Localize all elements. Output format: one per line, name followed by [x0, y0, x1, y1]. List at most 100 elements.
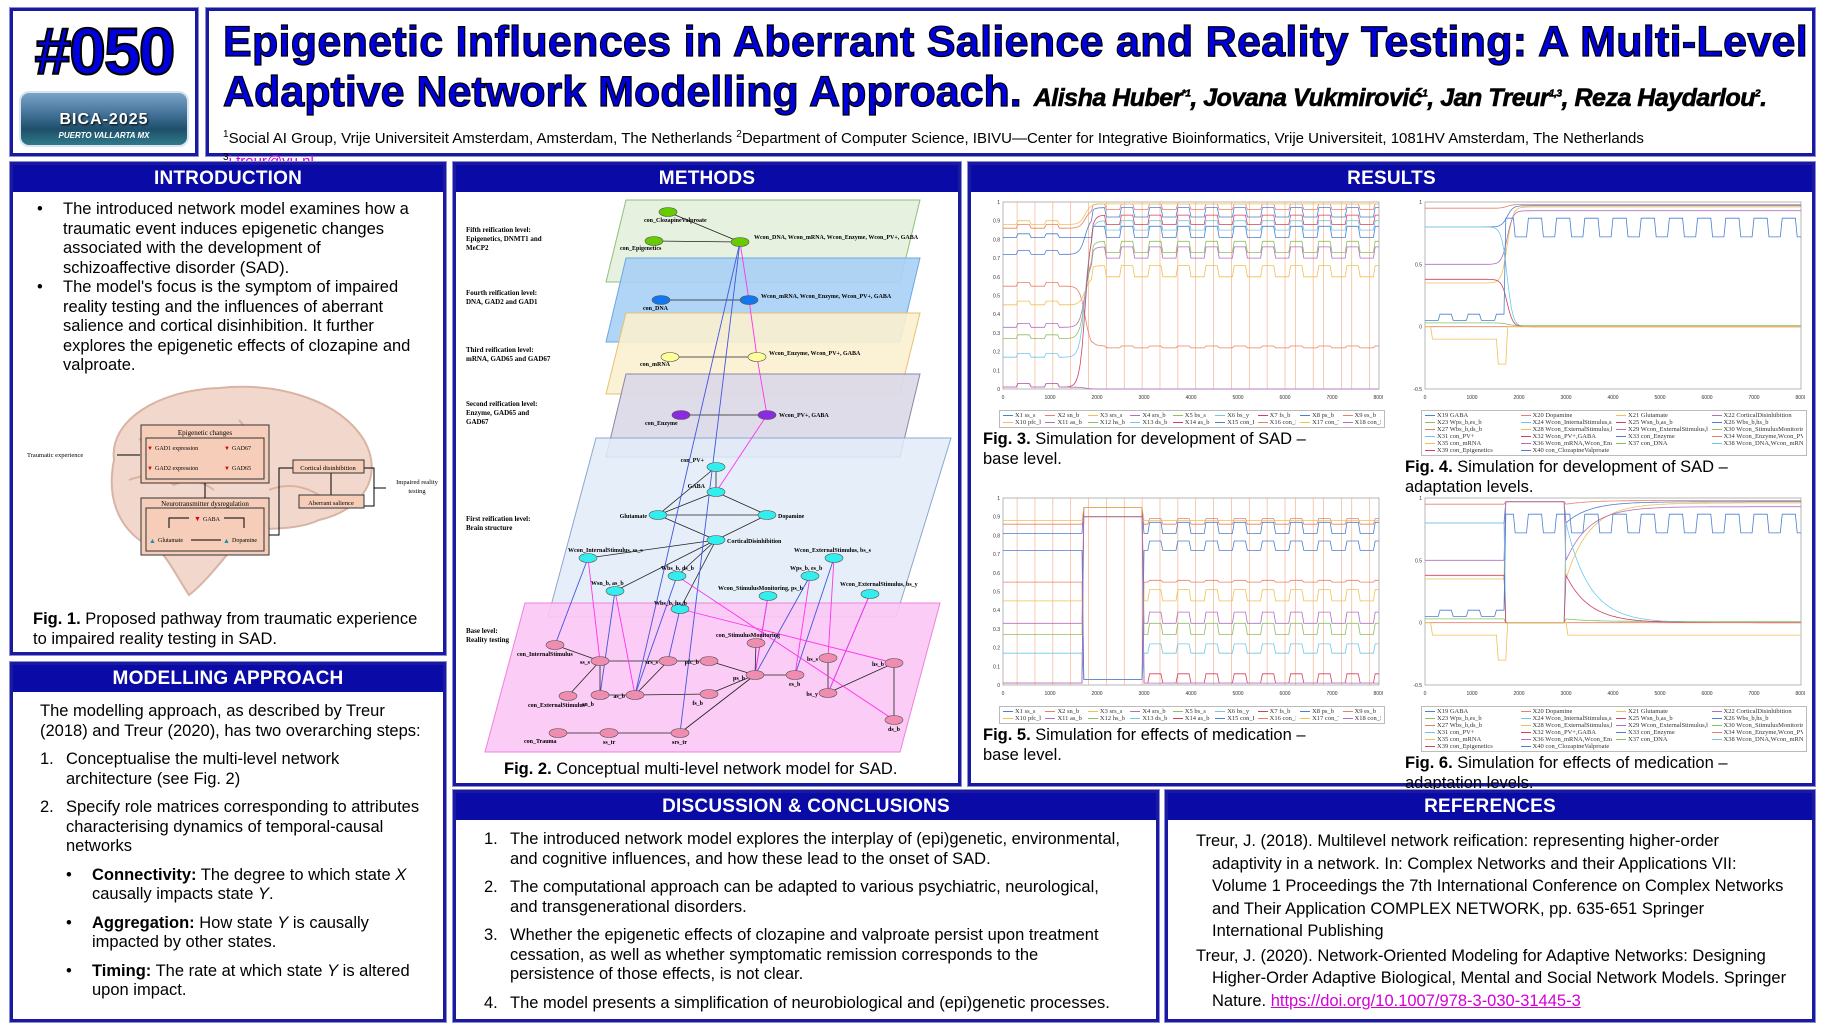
legend-swatch: [1003, 422, 1013, 424]
series-line: [1003, 540, 1379, 680]
y-tick-label: 0.6: [993, 571, 1000, 577]
legend-label: X9 es_b: [1354, 412, 1377, 419]
network-edge: [715, 514, 768, 541]
x-tick-label: 4000: [1185, 395, 1196, 401]
list-item: Timing: The rate at which state Y is alt…: [66, 962, 423, 1001]
network-node: [558, 691, 578, 701]
y-tick-label: 0.3: [993, 627, 1000, 633]
legend-entry: X9 es_b: [1342, 412, 1381, 419]
x-tick-label: 1000: [1466, 691, 1477, 697]
y-tick-label: 1: [1419, 496, 1422, 502]
poster-number-logo: #050 BICA-2025 PUERTO VALLARTA MX: [10, 8, 198, 156]
author-sup: 1,3: [1549, 88, 1563, 100]
legend-label: X15 con_ExternalStimulus: [1227, 419, 1253, 426]
legend-entry: X25 Wsn_b,as_b: [1616, 715, 1708, 722]
legend-entry: X35 con_mRNA: [1425, 440, 1517, 447]
network-edge: [754, 575, 811, 676]
legend-swatch: [1520, 732, 1531, 734]
legend-swatch: [1616, 711, 1626, 713]
legend-swatch: [1045, 422, 1056, 424]
multi-level-network-diagram: Fifth reification level:Epigenetics, DNM…: [466, 199, 952, 753]
epigenetic-changes-label: Epigenetic changes: [178, 429, 233, 437]
legend-swatch: [1215, 718, 1226, 720]
legend-entry: X27 Wbs_b,ds_b: [1425, 722, 1517, 729]
legend-entry: X6 bs_y: [1215, 412, 1253, 419]
legend-entry: X13 ds_b: [1130, 419, 1168, 426]
x-tick-label: 3000: [1138, 691, 1149, 697]
legend-swatch: [1130, 415, 1141, 417]
item-text: The model presents a simplification of n…: [510, 993, 1110, 1012]
legend-swatch: [1711, 732, 1722, 734]
legend-entry: X11 as_b: [1045, 715, 1083, 722]
x-tick-label: 4000: [1607, 395, 1618, 401]
attribute-text: is altered upon impact.: [92, 961, 410, 1000]
legend-label: X10 pfc_b: [1015, 419, 1042, 426]
network-node: [667, 571, 687, 581]
step-text: Specify role matrices corresponding to a…: [66, 798, 420, 855]
reference-item: Treur, J. (2020). Network-Oriented Model…: [1196, 945, 1790, 1013]
poster-title-line2-text: Adaptive Network Modelling Approach.: [222, 67, 1022, 116]
legend-label: X21 Glutamate: [1628, 708, 1668, 715]
legend-label: X16 con_InternalStimulus: [1269, 419, 1297, 426]
legend-label: X20 Dopamine: [1532, 708, 1573, 715]
legend-entry: X37 con_DNA: [1616, 736, 1708, 743]
attribute-text: causally impacts state: [92, 885, 258, 903]
node-label: Wbs_b, ds_b: [661, 566, 695, 572]
y-tick-label: 0.6: [993, 275, 1000, 281]
network-node: [671, 410, 691, 420]
series-line: [1425, 500, 1801, 505]
legend-entry: X2 sn_b: [1045, 412, 1083, 419]
y-tick-label: 0.5: [1415, 262, 1422, 268]
legend-entry: X13 ds_b: [1130, 715, 1168, 722]
node-label: fs_b: [692, 701, 703, 707]
network-node: [785, 670, 805, 680]
network-node: [884, 715, 904, 725]
legend-label: X3 srs_s: [1099, 412, 1123, 419]
legend-label: X13 ds_b: [1142, 715, 1168, 722]
series-line: [1003, 220, 1379, 358]
network-edge: [827, 662, 895, 694]
legend-swatch: [1257, 711, 1268, 713]
figure-caption: Fig. 5. Simulation for effects of medica…: [983, 726, 1385, 765]
legend-label: X33 con_Enzyme: [1628, 433, 1675, 440]
attribute-text: How state: [194, 913, 278, 932]
legend-entry: X39 con_Epigenetics: [1425, 447, 1517, 454]
network-edge: [667, 211, 741, 243]
legend-entry: X1 ss_s: [1003, 708, 1041, 715]
series-line: [1003, 507, 1379, 534]
legend-swatch: [1616, 422, 1626, 424]
x-tick-label: 5000: [1232, 395, 1243, 401]
network-node: [745, 670, 765, 680]
legend-label: X35 con_mRNA: [1437, 440, 1482, 447]
legend-entry: X10 pfc_b: [1003, 715, 1041, 722]
introduction-heading: INTRODUCTION: [13, 165, 443, 192]
node-label: ps_b: [733, 676, 746, 682]
doi-link[interactable]: https://doi.org/10.1007/978-3-030-31445-…: [1270, 991, 1581, 1010]
node-label: con_Epigenetics: [620, 246, 662, 252]
x-tick-label: 1000: [1466, 395, 1477, 401]
aff-sup: 2: [736, 129, 742, 140]
legend-swatch: [1616, 429, 1626, 431]
node-label: es_b: [789, 682, 801, 688]
network-node: [548, 728, 568, 738]
legend-entry: X10 pfc_b: [1003, 419, 1041, 426]
legend-label: X36 Wcon_mRNA,Wcon_Enzyme,Wcon_PV+,GABA: [1532, 736, 1613, 743]
network-node: [658, 207, 678, 217]
y-tick-label: -0.5: [1413, 387, 1422, 393]
network-node: [658, 656, 678, 666]
legend-swatch: [1300, 711, 1311, 713]
network-node: [660, 352, 680, 362]
y-tick-label: 1: [997, 496, 1000, 502]
node-label: CorticalDisinhibition: [727, 539, 782, 545]
aberrant-salience-label: Aberrant salience: [308, 500, 354, 507]
network-edge: [614, 590, 636, 696]
network-node: [818, 688, 838, 698]
introduction-panel: INTRODUCTION The introduced network mode…: [10, 162, 446, 655]
legend-entry: X16 con_InternalStimulus: [1257, 419, 1297, 426]
node-label: con_ExternalStimulus: [528, 703, 586, 709]
step-text: Conceptualise the multi-level network ar…: [66, 750, 340, 788]
legend-entry: X4 srs_b: [1130, 412, 1168, 419]
modelling-body: The modelling approach, as described by …: [13, 692, 443, 1001]
poster-title-line1: Epigenetic Influences in Aberrant Salien…: [222, 17, 1808, 66]
legend-swatch: [1172, 422, 1183, 424]
